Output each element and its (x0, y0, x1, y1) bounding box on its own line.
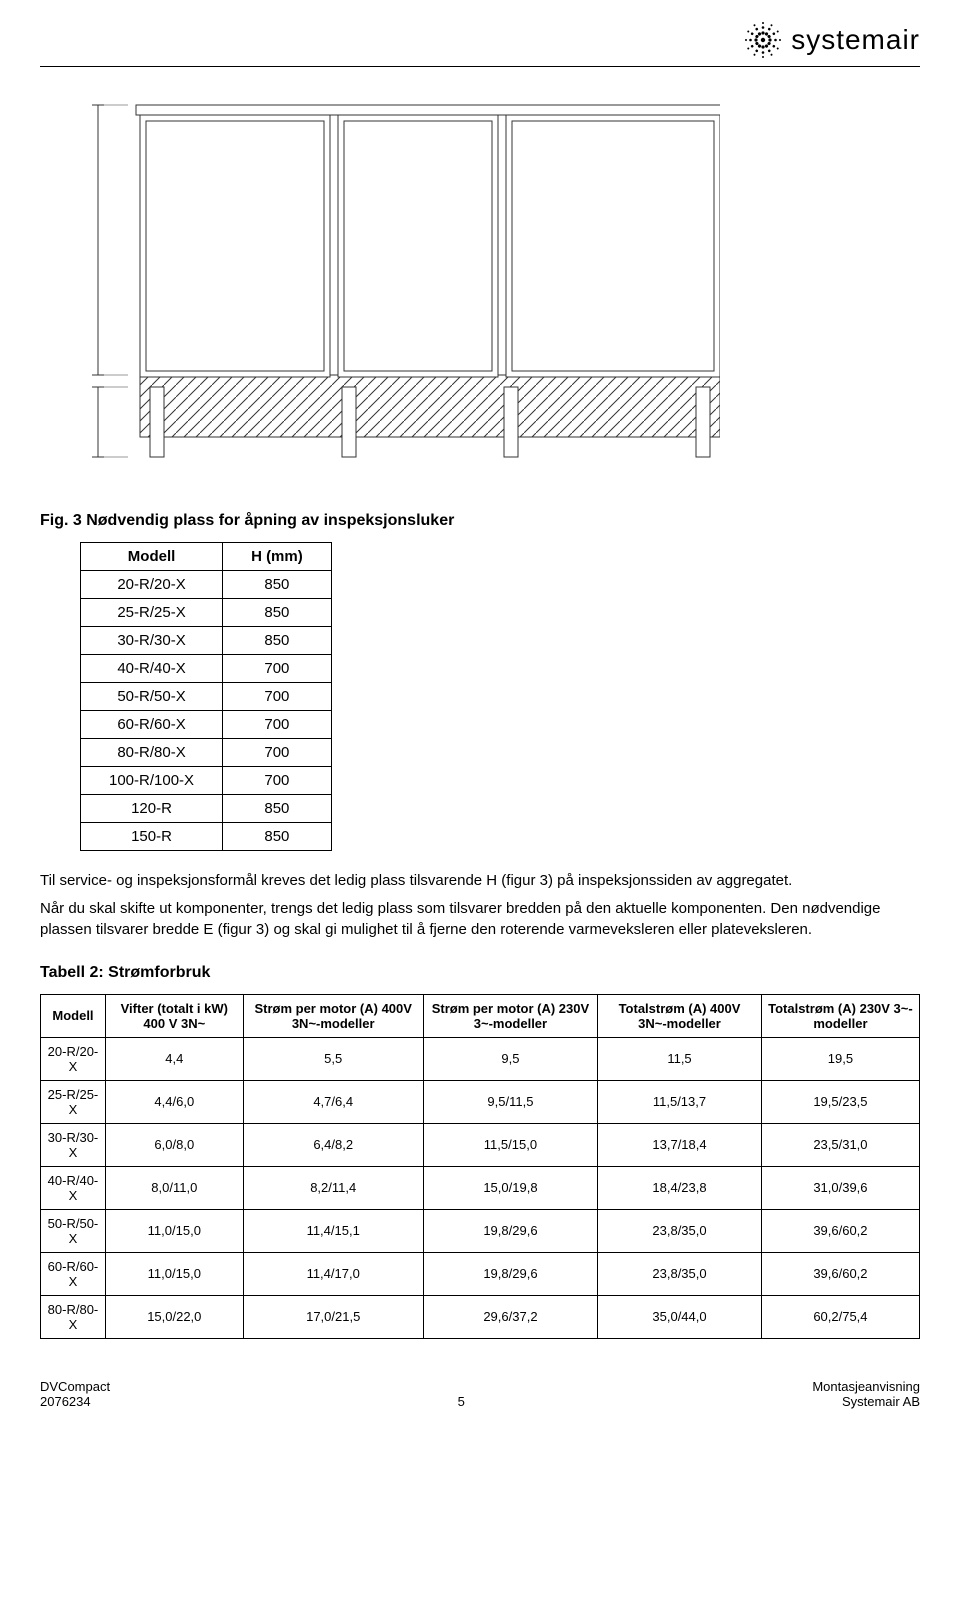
table-row: 80-R/80-X15,0/22,017,0/21,529,6/37,235,0… (41, 1295, 920, 1338)
footer-company: Systemair AB (812, 1394, 920, 1409)
table-row: 120-R850 (81, 795, 332, 823)
table-row: 60-R/60-X11,0/15,011,4/17,019,8/29,623,8… (41, 1252, 920, 1295)
footer-center: 5 (458, 1379, 465, 1409)
figure-caption: Fig. 3 Nødvendig plass for åpning av ins… (40, 512, 920, 530)
table-row: 20-R/20-X850 (81, 571, 332, 599)
table1-header: H (mm) (223, 543, 332, 571)
table2-header: Strøm per motor (A) 400V 3N~-modeller (243, 994, 423, 1037)
table-row: 40-R/40-X700 (81, 655, 332, 683)
paragraph-2: Når du skal skifte ut komponenter, treng… (40, 899, 920, 940)
table2-header: Totalstrøm (A) 230V 3~-modeller (761, 994, 919, 1037)
table-row: 20-R/20-X4,45,59,511,519,5 (41, 1037, 920, 1080)
table-row: 50-R/50-X700 (81, 683, 332, 711)
table2-header: Strøm per motor (A) 230V 3~-modeller (423, 994, 597, 1037)
table-row: 25-R/25-X850 (81, 599, 332, 627)
page-number: 5 (458, 1394, 465, 1409)
table-row: 50-R/50-X11,0/15,011,4/15,119,8/29,623,8… (41, 1209, 920, 1252)
table-h-dimensions: ModellH (mm)20-R/20-X85025-R/25-X85030-R… (80, 542, 332, 851)
systemair-logo-icon (743, 20, 783, 60)
table-row: 40-R/40-X8,0/11,08,2/11,415,0/19,818,4/2… (41, 1166, 920, 1209)
table-power-consumption: ModellVifter (totalt i kW) 400 V 3N~Strø… (40, 994, 920, 1339)
table-row: 60-R/60-X700 (81, 711, 332, 739)
table1-header: Modell (81, 543, 223, 571)
footer-right: Montasjeanvisning Systemair AB (812, 1379, 920, 1409)
footer-product: DVCompact (40, 1379, 110, 1394)
table2-caption: Tabell 2: Strømforbruk (40, 964, 920, 982)
paragraph-1: Til service- og inspeksjonsformål kreves… (40, 871, 920, 891)
table2-header: Modell (41, 994, 106, 1037)
table-row: 150-R850 (81, 823, 332, 851)
table-row: 25-R/25-X4,4/6,04,7/6,49,5/11,511,5/13,7… (41, 1080, 920, 1123)
figure-3-svg: EH (80, 97, 720, 477)
brand-header: systemair (40, 20, 920, 67)
svg-text:H: H (80, 417, 83, 427)
table-row: 30-R/30-X850 (81, 627, 332, 655)
table-row: 80-R/80-X700 (81, 739, 332, 767)
brand-name: systemair (791, 24, 920, 56)
table-row: 100-R/100-X700 (81, 767, 332, 795)
table2-header: Totalstrøm (A) 400V 3N~-modeller (598, 994, 762, 1037)
figure-3: EH (80, 97, 920, 482)
footer-left: DVCompact 2076234 (40, 1379, 110, 1409)
table2-header: Vifter (totalt i kW) 400 V 3N~ (105, 994, 243, 1037)
footer-docnum: 2076234 (40, 1394, 110, 1409)
page-footer: DVCompact 2076234 5 Montasjeanvisning Sy… (40, 1379, 920, 1409)
svg-text:E: E (80, 238, 83, 247)
table-row: 30-R/30-X6,0/8,06,4/8,211,5/15,013,7/18,… (41, 1123, 920, 1166)
footer-doc-type: Montasjeanvisning (812, 1379, 920, 1394)
